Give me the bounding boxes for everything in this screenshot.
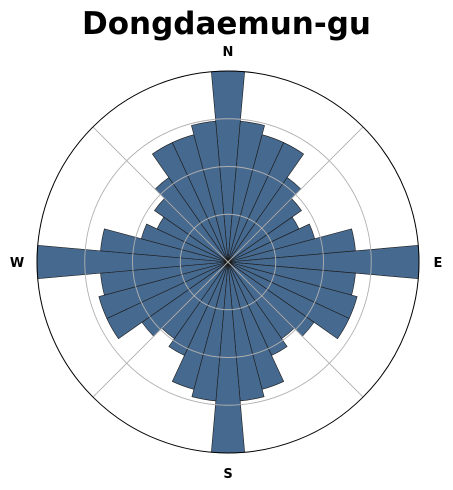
bar-21 [168,261,229,356]
grid-ring-2 [84,118,372,406]
east-label: E [434,256,443,271]
bar-20 [171,261,229,390]
bar-12 [227,261,350,340]
grid-spoke-3 [92,126,229,263]
bar-3 [227,142,305,263]
bar-25 [98,261,229,319]
grid-spoke-1 [227,261,364,398]
west-label: W [10,256,24,271]
grid-spoke-0 [227,126,364,263]
outer-ring [36,70,420,454]
grid-spoke-2 [92,261,229,398]
north-label: N [223,45,234,60]
grid-ring-1 [132,166,324,358]
grid-group [84,118,372,406]
chart-title: Dongdaemun-gu [82,6,371,42]
bar-29 [140,223,229,263]
grid-ring-0 [179,213,277,311]
south-label: S [223,467,232,482]
bar-35 [191,120,229,263]
